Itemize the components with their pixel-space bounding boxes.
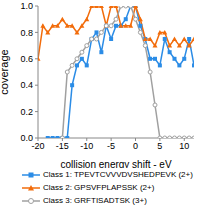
svg-text:0.4: 0.4 — [20, 80, 33, 90]
html-text:Class 2: GPSVFPLAPSSK (2+): Class 2: GPSVFPLAPSSK (2+) — [43, 183, 155, 192]
html-text:Class 3: GRFTISADTSK (3+): Class 3: GRFTISADTSK (3+) — [43, 196, 147, 205]
svg-text:0.0: 0.0 — [20, 133, 33, 143]
svg-text:0.6: 0.6 — [20, 54, 33, 64]
svg-text:1.0: 1.0 — [20, 1, 33, 11]
svg-text:0.2: 0.2 — [20, 107, 33, 117]
svg-text:coverage: coverage — [8, 49, 10, 94]
svg-text:-20: -20 — [31, 141, 44, 151]
svg-text:10: 10 — [179, 141, 189, 151]
svg-text:-15: -15 — [56, 141, 69, 151]
svg-text:0: 0 — [133, 141, 138, 151]
svg-text:-5: -5 — [107, 141, 115, 151]
svg-text:collision energy shift - eV: collision energy shift - eV — [60, 159, 171, 168]
svg-text:-10: -10 — [80, 141, 93, 151]
html-text:Class 1: TPEVTCVVVDVSHEDPEVK (: Class 1: TPEVTCVVVDVSHEDPEVK (2+) — [43, 170, 193, 179]
svg-text:0.8: 0.8 — [20, 28, 33, 38]
svg-text:5: 5 — [157, 141, 162, 151]
